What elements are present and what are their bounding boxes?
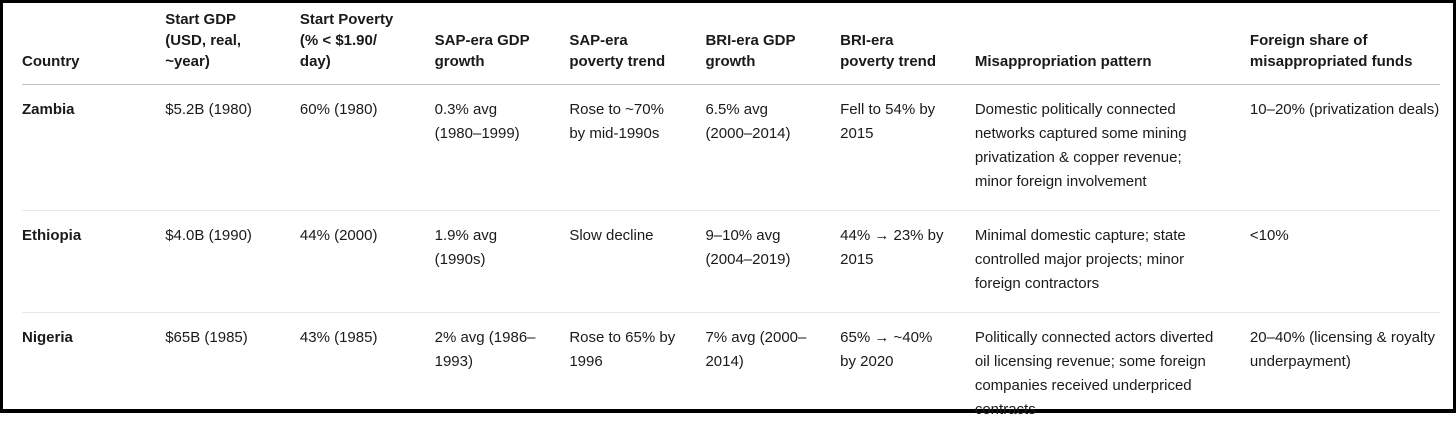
country-cell: Ethiopia xyxy=(22,211,165,313)
col-header-start-gdp: Start GDP (USD, real, ~year) xyxy=(165,3,300,85)
table-row-nigeria: Nigeria $65B (1985) 43% (1985) 2% avg (1… xyxy=(22,313,1440,438)
sap-poverty-trend-cell: Rose to ~70% by mid-1990s xyxy=(569,85,705,211)
start-poverty-cell: 60% (1980) xyxy=(300,85,435,211)
start-poverty-cell: 43% (1985) xyxy=(300,313,435,438)
table-row-ethiopia: Ethiopia $4.0B (1990) 44% (2000) 1.9% av… xyxy=(22,211,1440,313)
col-header-start-poverty: Start Poverty (% < $1.90/ day) xyxy=(300,3,435,85)
bri-poverty-trend-cell: 65% → ~40% by 2020 xyxy=(840,313,975,438)
foreign-share-cell: 10–20% (privatization deals) xyxy=(1250,85,1440,211)
header-row: Country Start GDP (USD, real, ~year) Sta… xyxy=(22,3,1440,85)
sap-gdp-growth-cell: 0.3% avg (1980–1999) xyxy=(435,85,570,211)
foreign-share-cell: <10% xyxy=(1250,211,1440,313)
start-gdp-cell: $65B (1985) xyxy=(165,313,300,438)
col-header-sap-poverty-trend: SAP-era poverty trend xyxy=(569,3,705,85)
col-header-misappropriation-pattern: Misappropriation pattern xyxy=(975,3,1250,85)
col-header-foreign-share: Foreign share of misappropriated funds xyxy=(1250,3,1440,85)
sap-poverty-trend-cell: Slow decline xyxy=(569,211,705,313)
sap-gdp-growth-cell: 2% avg (1986– 1993) xyxy=(435,313,570,438)
col-header-sap-gdp-growth: SAP-era GDP growth xyxy=(435,3,570,85)
misappropriation-pattern-cell: Domestic politically connected networks … xyxy=(975,85,1250,211)
bri-poverty-trend-cell: 44% → 23% by 2015 xyxy=(840,211,975,313)
bri-gdp-growth-cell: 7% avg (2000– 2014) xyxy=(705,313,840,438)
col-header-country: Country xyxy=(22,3,165,85)
bri-gdp-growth-cell: 9–10% avg (2004–2019) xyxy=(705,211,840,313)
col-header-bri-poverty-trend: BRI-era poverty trend xyxy=(840,3,975,85)
foreign-share-cell: 20–40% (licensing & royalty underpayment… xyxy=(1250,313,1440,438)
screenshot-frame: { "table": { "columns": [ { "key": "coun… xyxy=(0,0,1456,413)
sap-poverty-trend-cell: Rose to 65% by 1996 xyxy=(569,313,705,438)
bri-poverty-trend-cell: Fell to 54% by 2015 xyxy=(840,85,975,211)
country-comparison-table: Country Start GDP (USD, real, ~year) Sta… xyxy=(22,3,1440,438)
start-poverty-cell: 44% (2000) xyxy=(300,211,435,313)
bri-gdp-growth-cell: 6.5% avg (2000–2014) xyxy=(705,85,840,211)
sap-gdp-growth-cell: 1.9% avg (1990s) xyxy=(435,211,570,313)
col-header-bri-gdp-growth: BRI-era GDP growth xyxy=(705,3,840,85)
country-cell: Nigeria xyxy=(22,313,165,438)
misappropriation-pattern-cell: Politically connected actors diverted oi… xyxy=(975,313,1250,438)
table-row-zambia: Zambia $5.2B (1980) 60% (1980) 0.3% avg … xyxy=(22,85,1440,211)
country-cell: Zambia xyxy=(22,85,165,211)
start-gdp-cell: $5.2B (1980) xyxy=(165,85,300,211)
comparison-table-container: Country Start GDP (USD, real, ~year) Sta… xyxy=(3,3,1453,438)
misappropriation-pattern-cell: Minimal domestic capture; state controll… xyxy=(975,211,1250,313)
start-gdp-cell: $4.0B (1990) xyxy=(165,211,300,313)
